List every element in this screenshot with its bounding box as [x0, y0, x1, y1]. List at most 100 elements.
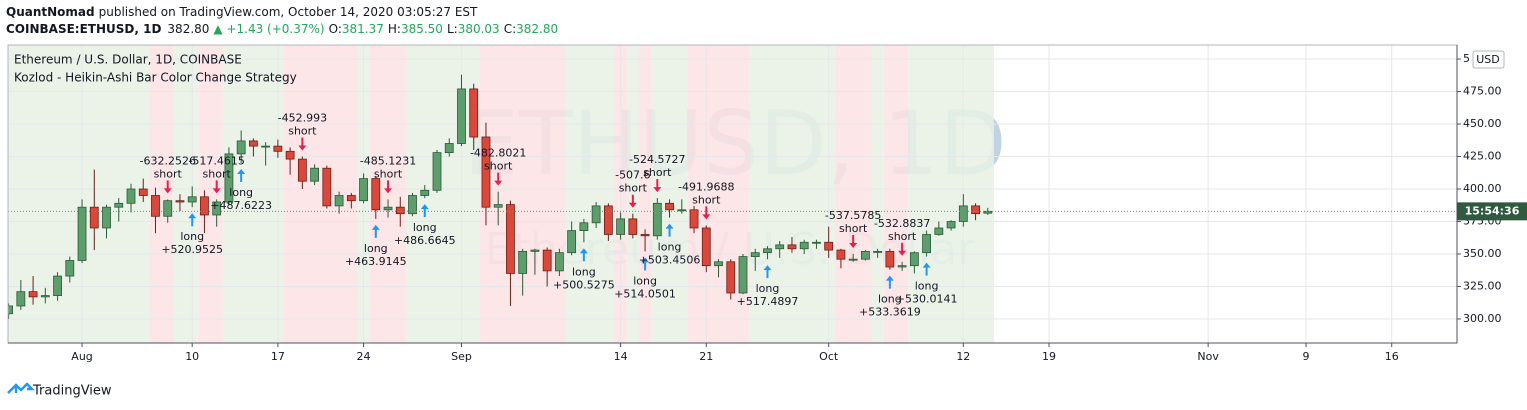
brand-icon[interactable] [7, 382, 35, 394]
candle-body [555, 252, 564, 272]
plot-area: ETHUSD, 1DEthereum / U.S. Dollar-632.252… [8, 45, 1457, 343]
x-tick-label: Sep [451, 350, 472, 363]
y-tick-label: 425.00 [1463, 150, 1502, 163]
candle-body [322, 167, 332, 207]
candle-body [750, 252, 760, 257]
candle-body [689, 209, 699, 229]
candle-body [151, 195, 160, 217]
annotation-pnl: -532.8837 [874, 217, 930, 230]
short-arrow [628, 194, 637, 208]
publish-line: QuantNomad published on TradingView.com, … [6, 5, 478, 19]
annotation-signal: long [229, 186, 253, 199]
candle-body [77, 206, 87, 261]
annotation-pnl: -452.993 [278, 112, 327, 125]
x-tick-label: 21 [699, 350, 713, 363]
candle-body [909, 252, 919, 267]
candle-body [163, 200, 173, 217]
ohlc-value: 385.50 [401, 22, 443, 36]
candle-body [114, 202, 124, 208]
currency[interactable]: USD [1476, 53, 1500, 66]
annotation-signal: short [154, 167, 183, 180]
position-zone [198, 45, 223, 343]
candle-body [346, 195, 356, 202]
long-arrow [237, 169, 246, 183]
candle-body [493, 204, 503, 208]
annotation-pnl: -537.5785 [825, 209, 881, 222]
legend-strategy: Kozlod - Heikin-Ashi Bar Color Change St… [14, 71, 297, 85]
brand[interactable]: TradingView [32, 384, 112, 399]
annotation-pnl: +533.3619 [859, 306, 921, 319]
quote-line: COINBASE:ETHUSD, 1D 382.80 ▲ +1.43 (+0.37%… [6, 22, 558, 36]
annotation-pnl: +520.9525 [161, 243, 223, 256]
annotation-signal: short [619, 182, 648, 195]
candle-body [714, 261, 723, 267]
annotation-pnl: -507.6 [615, 169, 650, 182]
currency-box[interactable] [1472, 50, 1505, 69]
annotation-pnl: -632.2526 [139, 154, 195, 167]
annotation-pnl: +517.4897 [737, 295, 799, 308]
candle-body [8, 305, 13, 315]
candle-body [28, 291, 38, 298]
legend-symbol: Ethereum / U.S. Dollar, 1D, COINBASE [14, 53, 242, 67]
candle-body [457, 88, 466, 144]
ohlc-key: C: [504, 22, 516, 36]
long-arrow [922, 262, 931, 276]
candle-body [787, 244, 797, 250]
candle-body [530, 249, 540, 252]
short-arrow [849, 234, 858, 248]
candle-body [567, 230, 577, 254]
candle-body [65, 260, 75, 277]
candle-body [603, 205, 613, 235]
candle-body [138, 188, 148, 196]
candle-body [873, 250, 883, 253]
long-arrow [371, 224, 380, 238]
long-arrow [763, 265, 772, 279]
candle-body [212, 201, 222, 216]
ohlc-value: 380.03 [458, 22, 500, 36]
annotation-signal: short [484, 160, 513, 173]
candle-body [408, 195, 417, 215]
candle-body [261, 145, 271, 148]
candle-body [665, 202, 674, 211]
candle-body [359, 178, 368, 202]
candle-body [248, 140, 258, 147]
position-zone [883, 45, 909, 343]
candle-body [958, 205, 968, 222]
candle-body [175, 200, 185, 203]
candle-body [836, 249, 846, 260]
long-arrow [885, 275, 894, 289]
position-zone [651, 45, 688, 343]
symbol: COINBASE:ETHUSD, 1D [6, 22, 161, 36]
annotation-pnl: +463.9145 [345, 255, 407, 268]
candle-body [812, 241, 821, 244]
candle-body [616, 218, 625, 235]
candle-body [224, 153, 234, 203]
candle-body [518, 250, 528, 274]
candle-body [897, 265, 907, 268]
ohlc-key: O: [329, 22, 342, 36]
annotation-pnl: -524.5727 [629, 153, 685, 166]
long-arrow [188, 213, 197, 227]
candle-body [285, 150, 295, 160]
axes: 300.00325.00350.00375.00400.00425.00450.… [71, 52, 1527, 363]
annotation-signal: long [658, 241, 682, 254]
candle-body [542, 249, 552, 272]
candle-body [200, 196, 209, 216]
candle-body [102, 206, 111, 229]
position-zone [834, 45, 872, 343]
x-tick-label: 14 [614, 350, 628, 363]
last-price-box [1457, 202, 1527, 221]
annotation-signal: short [643, 166, 672, 179]
long-arrow [420, 204, 429, 218]
annotation-pnl: -517.4615 [188, 154, 244, 167]
annotation-signal: long [413, 221, 437, 234]
candle-body [273, 145, 283, 152]
y-tick-label: 300.00 [1463, 312, 1502, 325]
annotation-signal: long [915, 280, 939, 293]
x-tick-label: 9 [1303, 350, 1310, 363]
annotation-pnl: +514.0501 [614, 287, 676, 300]
candle-body [126, 188, 136, 204]
candle-body [946, 221, 956, 229]
candle-body [652, 202, 662, 237]
